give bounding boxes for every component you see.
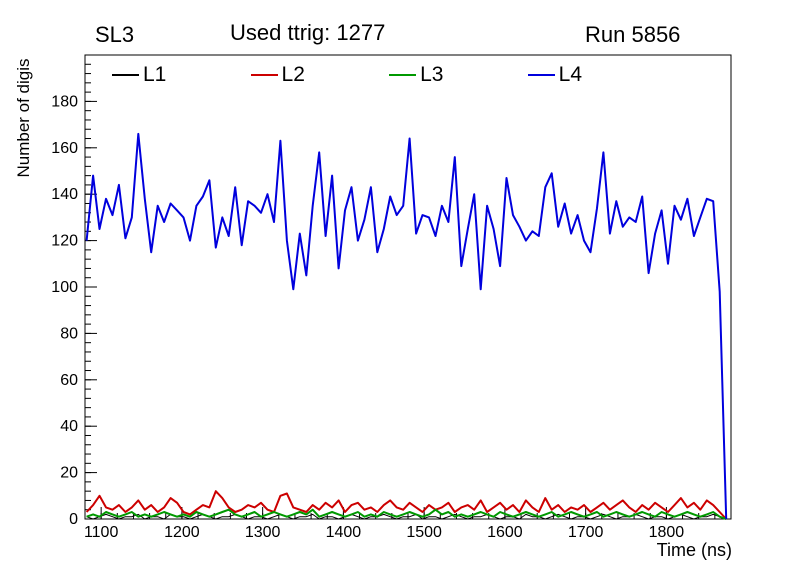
pad-label-sl3: SL3: [95, 22, 135, 47]
svg-text:0: 0: [69, 511, 78, 528]
legend-line-l3-icon: [389, 74, 417, 76]
svg-text:100: 100: [51, 279, 78, 296]
svg-text:1200: 1200: [164, 524, 200, 541]
run-number-label: Run 5856: [585, 22, 681, 47]
plot-title: Used ttrig: 1277: [230, 20, 386, 45]
svg-text:1300: 1300: [245, 524, 281, 541]
svg-text:1700: 1700: [568, 524, 604, 541]
legend: L1 L2 L3 L4: [112, 62, 582, 88]
svg-text:1100: 1100: [84, 524, 119, 541]
svg-text:1500: 1500: [406, 524, 442, 541]
svg-text:20: 20: [60, 465, 78, 482]
svg-text:80: 80: [60, 325, 78, 342]
svg-text:180: 180: [51, 93, 78, 110]
svg-text:60: 60: [60, 372, 78, 389]
svg-text:160: 160: [51, 140, 78, 157]
legend-entry-l2: L2: [250, 63, 305, 87]
legend-label-l1: L1: [143, 63, 167, 86]
legend-label-l4: L4: [558, 63, 582, 86]
svg-text:1800: 1800: [649, 524, 685, 541]
svg-text:1600: 1600: [487, 524, 523, 541]
legend-entry-l1: L1: [112, 63, 166, 87]
legend-label-l2: L2: [281, 63, 305, 86]
x-axis-title: Time (ns): [656, 540, 732, 560]
svg-text:120: 120: [51, 233, 78, 250]
legend-line-l1-icon: [112, 74, 139, 76]
y-axis-title: Number of digis: [14, 58, 33, 178]
svg-text:1400: 1400: [326, 524, 362, 541]
legend-entry-l3: L3: [389, 63, 443, 87]
legend-line-l2-icon: [250, 74, 278, 76]
svg-text:40: 40: [60, 418, 78, 435]
svg-text:140: 140: [51, 186, 78, 203]
legend-label-l3: L3: [420, 63, 444, 86]
legend-entry-l4: L4: [527, 63, 582, 87]
legend-line-l4-icon: [527, 74, 555, 76]
